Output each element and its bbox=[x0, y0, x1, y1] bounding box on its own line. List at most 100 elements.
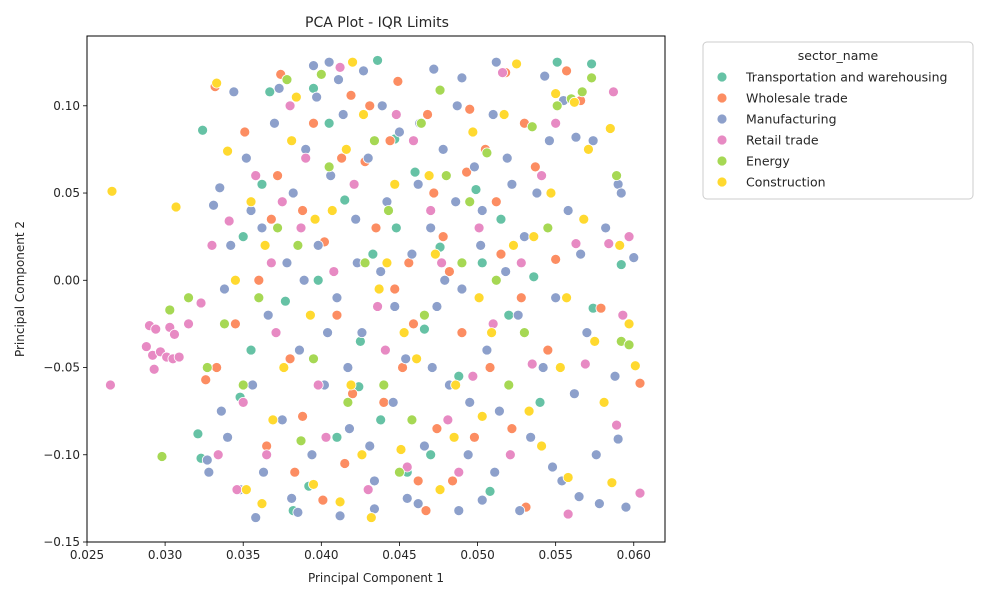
data-point bbox=[225, 239, 237, 251]
data-point bbox=[573, 491, 585, 503]
data-point bbox=[258, 466, 269, 478]
data-point bbox=[614, 239, 626, 251]
data-point bbox=[253, 274, 265, 286]
data-point bbox=[308, 117, 319, 129]
legend-box bbox=[702, 41, 974, 200]
data-point bbox=[486, 327, 498, 339]
data-point bbox=[211, 77, 223, 89]
x-tick-label: 0.040 bbox=[304, 548, 338, 562]
data-point bbox=[484, 362, 496, 373]
data-point bbox=[323, 117, 335, 129]
data-point bbox=[467, 370, 479, 382]
y-tick-label: −0.10 bbox=[43, 448, 80, 462]
data-point bbox=[629, 360, 641, 372]
data-point bbox=[237, 379, 249, 391]
data-point bbox=[345, 89, 357, 101]
x-tick-label: 0.050 bbox=[460, 548, 494, 562]
data-point bbox=[490, 196, 502, 208]
data-point bbox=[576, 86, 588, 98]
data-point bbox=[312, 379, 324, 391]
data-point bbox=[503, 309, 515, 321]
data-point bbox=[434, 484, 446, 496]
data-point bbox=[525, 431, 537, 443]
data-point bbox=[358, 109, 369, 120]
data-point bbox=[358, 65, 369, 77]
data-point bbox=[306, 449, 318, 461]
data-point bbox=[412, 475, 424, 487]
legend-label: Transportation and warehousing bbox=[745, 70, 948, 85]
data-point bbox=[437, 231, 449, 243]
data-point bbox=[412, 498, 424, 510]
data-point bbox=[253, 292, 265, 304]
data-point bbox=[201, 454, 213, 466]
data-point bbox=[436, 257, 448, 269]
data-point bbox=[231, 484, 243, 496]
data-point bbox=[536, 440, 547, 452]
y-axis-label: Principal Component 2 bbox=[13, 221, 27, 357]
data-point bbox=[398, 327, 410, 339]
data-point bbox=[490, 274, 502, 286]
data-point bbox=[603, 238, 615, 250]
data-point bbox=[501, 152, 513, 164]
legend: sector_name Transportation and warehousi… bbox=[702, 41, 974, 200]
data-point bbox=[400, 353, 412, 365]
legend-title: sector_name bbox=[798, 48, 879, 63]
data-point bbox=[292, 239, 304, 251]
data-point bbox=[344, 423, 355, 434]
data-point bbox=[356, 449, 368, 461]
data-point bbox=[378, 397, 390, 408]
data-point bbox=[608, 86, 619, 98]
data-point bbox=[331, 431, 343, 443]
data-point bbox=[497, 67, 508, 79]
data-point bbox=[261, 449, 273, 461]
data-point bbox=[437, 144, 449, 155]
data-point bbox=[308, 353, 319, 365]
data-point bbox=[298, 274, 310, 286]
data-point bbox=[426, 362, 438, 373]
data-point bbox=[105, 379, 116, 391]
data-point bbox=[323, 56, 335, 68]
data-point bbox=[431, 301, 443, 312]
data-point bbox=[370, 222, 382, 234]
data-point bbox=[515, 292, 527, 304]
data-point bbox=[408, 318, 419, 330]
data-point bbox=[215, 405, 227, 417]
data-point bbox=[200, 374, 212, 386]
data-point bbox=[228, 86, 240, 98]
data-point bbox=[489, 466, 501, 478]
data-point bbox=[450, 379, 462, 391]
data-point bbox=[634, 487, 646, 499]
legend-label: Construction bbox=[746, 175, 826, 190]
data-point bbox=[419, 440, 430, 452]
data-point bbox=[362, 484, 374, 496]
data-point bbox=[469, 161, 480, 173]
data-point bbox=[456, 327, 468, 339]
data-point bbox=[383, 205, 394, 216]
data-point bbox=[534, 397, 546, 408]
data-point bbox=[331, 309, 343, 321]
data-point bbox=[551, 56, 563, 68]
data-point bbox=[394, 126, 405, 138]
data-point bbox=[328, 266, 340, 277]
data-point bbox=[481, 147, 493, 159]
data-point bbox=[464, 397, 476, 408]
y-tick-label: 0.00 bbox=[53, 273, 80, 287]
data-point bbox=[542, 344, 554, 356]
data-point bbox=[348, 178, 360, 190]
legend-marker bbox=[716, 134, 728, 146]
data-point bbox=[575, 248, 587, 260]
data-point bbox=[265, 257, 277, 269]
data-point bbox=[531, 187, 543, 199]
data-point bbox=[545, 187, 557, 199]
data-point bbox=[286, 492, 298, 504]
data-point bbox=[381, 257, 393, 269]
points-layer bbox=[105, 55, 646, 523]
data-point bbox=[550, 292, 562, 304]
data-point bbox=[476, 410, 488, 422]
data-point bbox=[422, 109, 433, 120]
data-point bbox=[598, 397, 610, 408]
data-point bbox=[609, 370, 621, 382]
data-point bbox=[276, 414, 288, 426]
data-point bbox=[473, 292, 485, 304]
x-tick-label: 0.025 bbox=[70, 548, 104, 562]
